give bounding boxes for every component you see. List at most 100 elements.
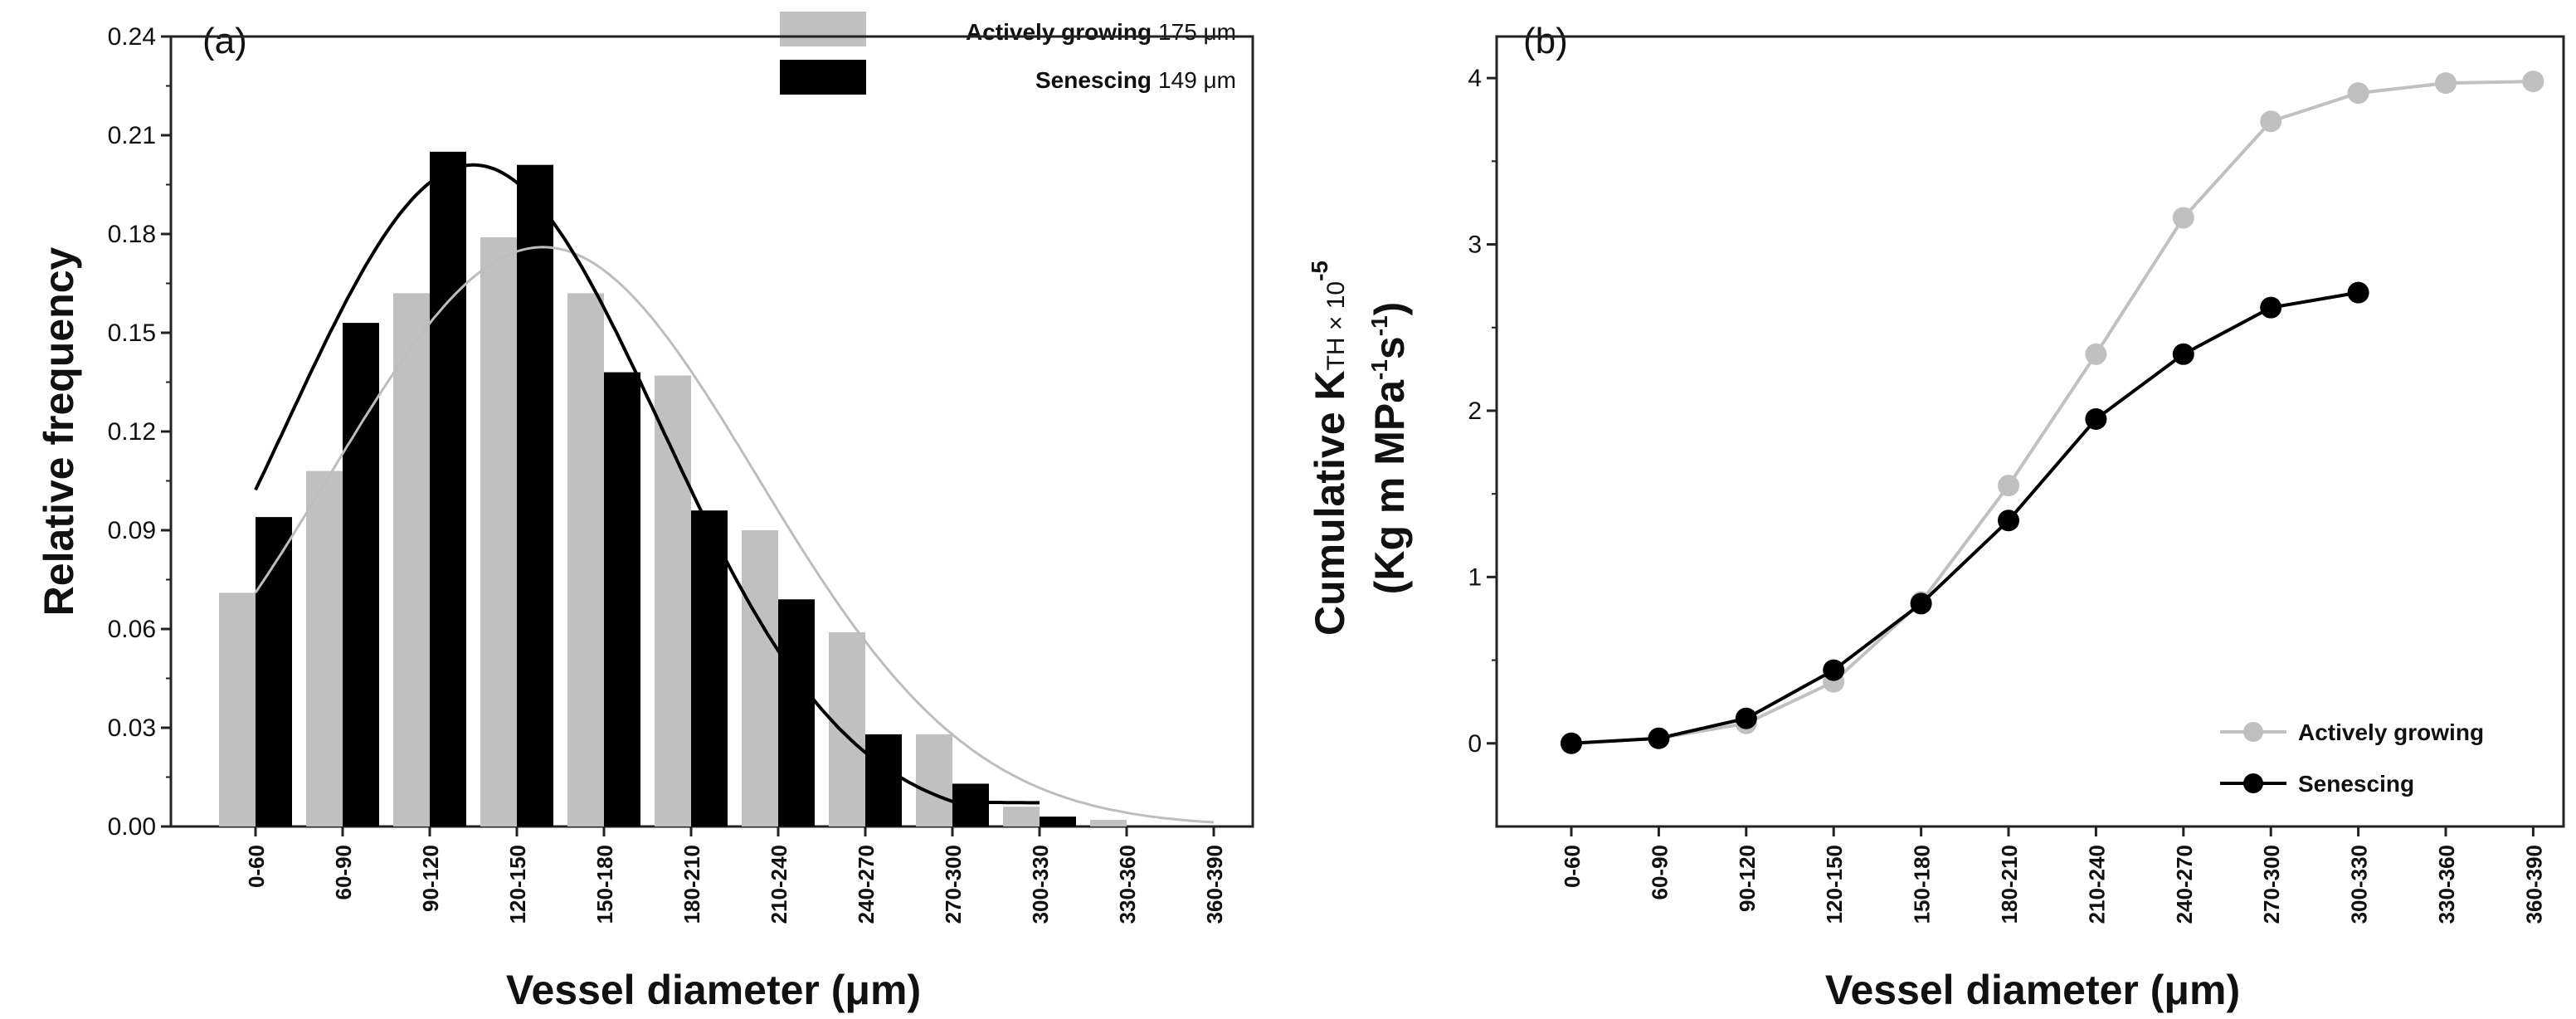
- data-point-actively-growing: [2172, 207, 2194, 229]
- x-tick-label: 150-180: [592, 845, 617, 924]
- legend-marker-actively-growing: [2243, 722, 2263, 742]
- x-tick-label: 360-390: [2521, 845, 2546, 924]
- panel-b-legend: Actively growing Senescing: [2220, 719, 2484, 797]
- y-tick-label: 1: [1468, 563, 1482, 591]
- fit-curve-actively-growing: [254, 246, 1215, 824]
- data-point-senescing: [2260, 296, 2282, 319]
- y-tick-label: 0.03: [108, 714, 156, 742]
- bar-actively-growing: [567, 293, 604, 826]
- legend-entry-actively-growing: Actively growing 175 μm: [966, 19, 1236, 45]
- bar-senescing: [343, 323, 379, 827]
- y-tick-label: 0.18: [108, 221, 156, 248]
- legend-marker-senescing: [2243, 773, 2263, 793]
- data-point-actively-growing: [1998, 475, 2019, 497]
- panel-a-label: (a): [202, 21, 247, 61]
- x-tick-label: 210-240: [2084, 845, 2109, 924]
- y-tick-label: 0.21: [108, 122, 156, 149]
- legend-label: Actively growing: [966, 19, 1152, 45]
- bar-actively-growing: [1003, 807, 1040, 826]
- data-point-senescing: [2172, 343, 2194, 365]
- bar-actively-growing: [742, 530, 778, 826]
- data-point-senescing: [1648, 727, 1670, 749]
- data-point-actively-growing: [2260, 110, 2282, 133]
- legend-swatch-actively-growing: [780, 12, 866, 46]
- y-tick-label: 3: [1468, 232, 1482, 259]
- data-point-actively-growing: [2347, 82, 2369, 105]
- y-tick-label: 2: [1468, 397, 1482, 425]
- data-point-senescing: [1998, 510, 2019, 532]
- y-tick-label: 0: [1468, 730, 1482, 758]
- x-tick-label: 60-90: [331, 845, 356, 900]
- ylabel-exponent: -1: [1366, 315, 1392, 336]
- y-tick-label: 0.06: [108, 616, 156, 643]
- bar-actively-growing: [306, 470, 343, 826]
- bar-senescing: [691, 510, 728, 826]
- x-tick-label: 90-120: [1735, 845, 1760, 912]
- data-point-senescing: [2347, 281, 2369, 304]
- x-tick-label: 360-390: [1202, 845, 1227, 924]
- ylabel-exponent: -5: [1307, 261, 1332, 281]
- y-tick-label: 4: [1468, 65, 1482, 92]
- bar-senescing: [1040, 817, 1076, 826]
- x-tick-label: 330-360: [1115, 845, 1140, 924]
- data-point-senescing: [2085, 407, 2107, 430]
- x-tick-label: 180-210: [679, 845, 704, 924]
- data-point-senescing: [1735, 707, 1757, 729]
- x-tick-label: 300-330: [2347, 845, 2372, 924]
- y-tick-label: 0.09: [108, 517, 156, 544]
- panel-b-y-axis-title-line2: (Kg m MPa-1s-1): [1366, 302, 1413, 595]
- legend-swatch-senescing: [780, 60, 866, 95]
- data-point-actively-growing: [2435, 72, 2457, 95]
- x-tick-label: 150-180: [1910, 845, 1935, 924]
- panel-a-x-axis-title: Vessel diameter (μm): [506, 967, 921, 1013]
- data-point-senescing: [1823, 659, 1845, 681]
- panel-b-label: (b): [1523, 21, 1568, 61]
- data-point-senescing: [1910, 592, 1932, 615]
- ylabel-times: × 10: [1322, 281, 1350, 338]
- data-point-actively-growing: [2522, 71, 2544, 93]
- bar-actively-growing: [655, 375, 691, 827]
- data-point-senescing: [1561, 732, 1582, 754]
- bar-senescing: [778, 599, 815, 826]
- y-tick-label: 0.15: [108, 319, 156, 347]
- plot-frame: [1495, 35, 2565, 828]
- bar-actively-growing: [480, 236, 517, 826]
- ylabel-units: ): [1366, 302, 1413, 316]
- panel-b-y-axis-title-line1: Cumulative KTH × 10-5: [1307, 261, 1353, 636]
- x-tick-label: 270-300: [941, 845, 966, 924]
- bar-actively-growing: [393, 293, 430, 826]
- bar-senescing: [865, 734, 902, 826]
- x-tick-label: 0-60: [1560, 845, 1585, 888]
- panel-a-y-axis-title: Relative frequency: [36, 246, 82, 616]
- data-point-actively-growing: [2085, 343, 2107, 365]
- ylabel-exponent: -1: [1366, 359, 1392, 380]
- x-tick-label: 90-120: [418, 845, 443, 912]
- x-tick-label: 330-360: [2434, 845, 2459, 924]
- legend-entry-senescing: Senescing 149 μm: [1035, 67, 1236, 93]
- x-tick-label: 120-150: [1822, 845, 1847, 924]
- series-line-actively-growing: [1570, 80, 2534, 745]
- x-tick-label: 60-90: [1647, 845, 1672, 900]
- y-tick-label: 0.24: [108, 23, 156, 51]
- fit-curve-senescing: [254, 163, 1040, 805]
- x-tick-label: 180-210: [1997, 845, 2022, 924]
- x-tick-label: 270-300: [2259, 845, 2284, 924]
- x-tick-label: 240-270: [2172, 845, 2197, 924]
- bar-senescing: [604, 372, 640, 827]
- ylabel-text: Cumulative K: [1307, 370, 1353, 636]
- legend-label: Senescing: [1035, 67, 1152, 93]
- x-tick-label: 240-270: [854, 845, 879, 924]
- legend-value: 175 μm: [1158, 19, 1236, 45]
- y-tick-label: 0.00: [108, 813, 156, 841]
- x-tick-label: 120-150: [505, 845, 530, 924]
- ylabel-units: s: [1366, 336, 1413, 359]
- y-tick-label: 0.12: [108, 418, 156, 446]
- panel-a-legend: Actively growing 175 μm Senescing 149 μm: [780, 12, 1236, 95]
- legend-label-actively-growing: Actively growing: [2298, 719, 2484, 745]
- x-tick-label: 210-240: [767, 845, 791, 924]
- bar-actively-growing: [916, 734, 952, 826]
- bar-actively-growing: [219, 592, 256, 826]
- bar-actively-growing: [1090, 820, 1127, 826]
- bar-senescing: [517, 164, 553, 826]
- legend-value: 149 μm: [1158, 67, 1236, 93]
